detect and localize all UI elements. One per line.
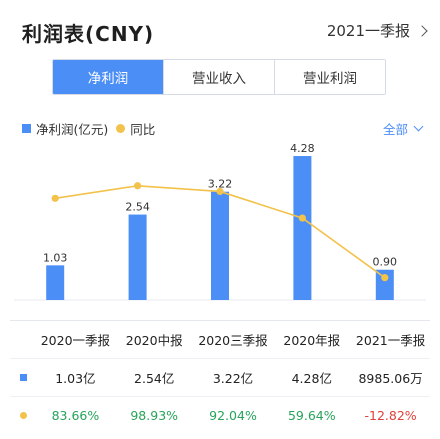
table-cell: 98.93% (130, 408, 179, 423)
bar-value-label: 4.28 (290, 142, 315, 155)
bar (375, 269, 394, 300)
table-header-cell: 2020年报 (283, 333, 341, 348)
tab-net-profit[interactable]: 净利润 (53, 60, 164, 94)
bar-value-label: 2.54 (125, 201, 150, 214)
tab-revenue[interactable]: 营业收入 (164, 60, 275, 94)
table-header-row: 2020一季报 2020中报 2020三季报 2020年报 2021一季报 (10, 320, 430, 358)
report-period-selector[interactable]: 2021一季报 (326, 20, 428, 41)
line-series-marker (19, 412, 27, 419)
chevron-right-icon (416, 24, 428, 37)
bar-value-label: 0.90 (373, 256, 398, 269)
table-row-net-profit: 1.03亿 2.54亿 3.22亿 4.28亿 8985.06万 (10, 358, 430, 396)
bar (211, 191, 229, 300)
table-cell: 8985.06万 (358, 371, 423, 386)
table-cell: 2.54亿 (134, 371, 175, 386)
yoy-point (298, 214, 306, 222)
header: 利润表(CNY) 2021一季报 (0, 0, 440, 60)
yoy-point (216, 187, 224, 196)
table-cell: 83.66% (51, 408, 100, 423)
table-cell: -12.82% (364, 408, 417, 423)
filter-dropdown-label: 全部 (382, 122, 408, 137)
table-cell: 92.04% (209, 408, 257, 423)
table-cell: 3.22亿 (212, 371, 254, 386)
page-title: 利润表(CNY) (22, 22, 155, 46)
table-cell: 1.03亿 (55, 371, 96, 386)
table-header-cell: 2020中报 (125, 333, 183, 348)
tab-operating-profit[interactable]: 营业利润 (275, 60, 385, 94)
bar-value-label: 3.22 (208, 178, 233, 191)
yoy-point (134, 182, 142, 190)
chart-legend: 净利润(亿元) 同比 (22, 119, 155, 138)
table-header-cell: 2020三季报 (198, 333, 268, 348)
line-legend-label: 同比 (130, 122, 156, 137)
bar (293, 156, 312, 300)
yoy-point (51, 194, 59, 202)
bar (128, 214, 147, 300)
metric-tabs: 净利润 营业收入 营业利润 (52, 59, 386, 95)
table-cell: 4.28亿 (291, 371, 332, 386)
table-header-cell: 2021一季报 (355, 333, 426, 348)
data-table: 2020一季报 2020中报 2020三季报 2020年报 2021一季报 1.… (10, 320, 430, 434)
table-cell: 59.64% (287, 408, 336, 423)
filter-dropdown[interactable]: 全部 (382, 119, 424, 138)
report-period-label: 2021一季报 (326, 22, 410, 40)
profit-chart: 1.03 2.54 3.22 4.28 0.90 (14, 142, 426, 301)
table-row-yoy: 83.66% 98.93% 92.04% 59.64% -12.82% (10, 396, 430, 434)
yoy-point (381, 274, 389, 282)
bar (46, 265, 65, 300)
bar-legend-swatch (22, 124, 31, 133)
bar-value-label: 1.03 (43, 251, 68, 264)
bar-series-marker (19, 374, 27, 381)
chevron-down-icon (413, 121, 424, 132)
table-header-cell: 2020一季报 (40, 333, 111, 348)
bar-legend-label: 净利润(亿元) (36, 122, 109, 137)
line-legend-swatch (116, 124, 126, 133)
